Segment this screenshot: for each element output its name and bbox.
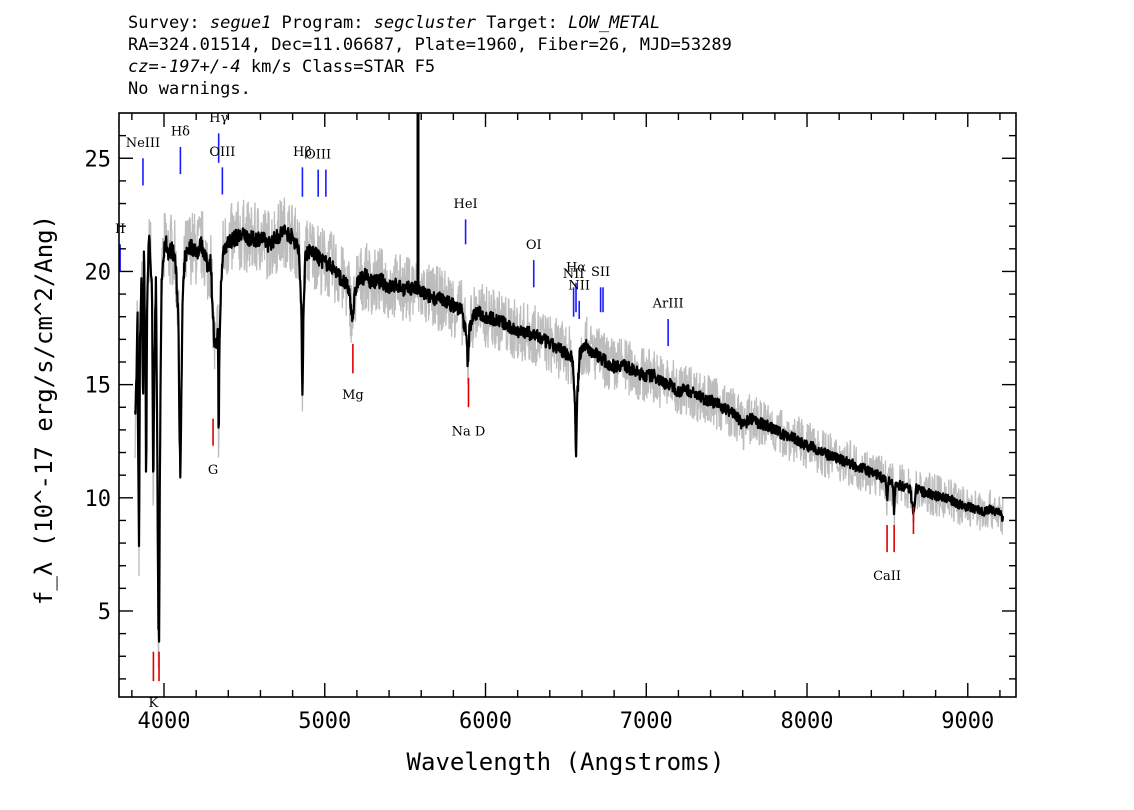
- flux-spectrum-line: [134, 224, 1004, 643]
- emission-line-label: NII: [568, 279, 590, 294]
- x-tick-label: 7000: [620, 709, 673, 734]
- emission-line-label: SII: [591, 265, 610, 280]
- header-line-warnings: No warnings.: [128, 79, 251, 99]
- y-axis-title: f_λ (10^-17 erg/s/cm^2/Ang): [30, 215, 58, 605]
- emission-line-label: Hα: [566, 260, 586, 275]
- emission-line-label: Hβ: [293, 145, 312, 160]
- y-tick-label: 20: [85, 260, 112, 285]
- header-line-survey: Survey: segue1 Program: segcluster Targe…: [128, 13, 661, 33]
- emission-line-label: OIII: [305, 147, 331, 162]
- emission-line-label: Hγ: [209, 111, 228, 126]
- emission-line-label: OI: [526, 238, 542, 253]
- x-tick-label: 9000: [941, 709, 994, 734]
- emission-line-label: II: [115, 222, 125, 237]
- plot-area: [119, 113, 1004, 682]
- absorption-line-label: G: [208, 463, 218, 478]
- absorption-line-label: Na D: [452, 424, 486, 439]
- header-line-redshift: cz=-197+/-4 km/s Class=STAR F5: [128, 57, 436, 77]
- x-tick-label: 5000: [298, 709, 351, 734]
- header-line-coordinates: RA=324.01514, Dec=11.06687, Plate=1960, …: [128, 35, 732, 55]
- emission-line-label: ArIII: [652, 297, 684, 312]
- absorption-line-label: K: [149, 696, 159, 711]
- y-tick-label: 10: [85, 487, 112, 512]
- x-axis-title: Wavelength (Angstroms): [407, 748, 725, 776]
- y-tick-label: 15: [85, 374, 112, 399]
- y-tick-label: 25: [85, 147, 112, 172]
- emission-line-label: OIII: [209, 145, 235, 160]
- emission-line-label: NeIII: [126, 136, 160, 151]
- y-tick-label: 5: [98, 600, 111, 625]
- emission-line-label: HeI: [453, 197, 477, 212]
- absorption-line-label: CaII: [873, 569, 901, 584]
- plot-frame: [118, 112, 1017, 698]
- x-tick-label: 4000: [138, 709, 191, 734]
- absorption-line-label: Mg: [342, 388, 364, 403]
- emission-line-label: NII: [563, 267, 585, 282]
- spectrum-header: Survey: segue1 Program: segcluster Targe…: [128, 12, 732, 100]
- x-tick-label: 6000: [459, 709, 512, 734]
- x-tick-label: 8000: [781, 709, 834, 734]
- emission-line-label: Hδ: [171, 125, 190, 140]
